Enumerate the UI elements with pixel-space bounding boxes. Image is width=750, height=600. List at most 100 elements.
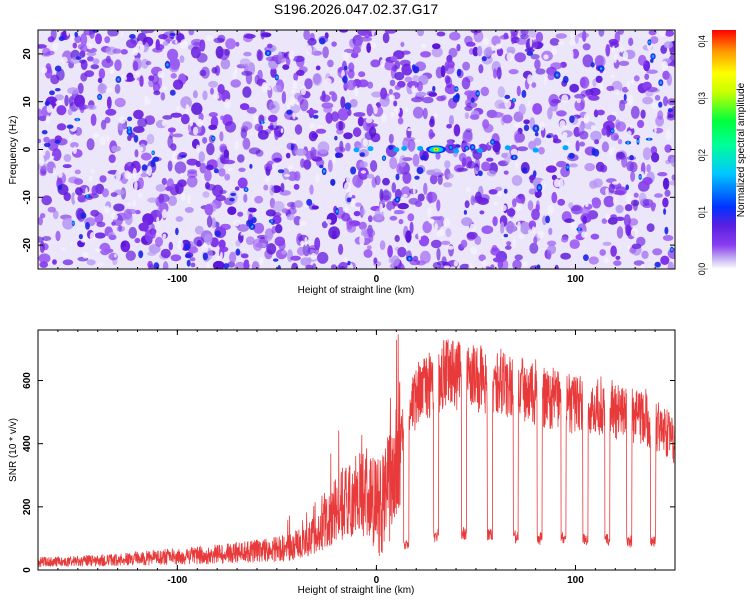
heatmap-cell [446, 139, 453, 145]
heatmap-cell [543, 54, 549, 60]
x-tick-label: 100 [567, 575, 584, 586]
heatmap-cell [229, 251, 237, 264]
heatmap-cell [579, 130, 589, 140]
heatmap-cell [662, 235, 674, 241]
heatmap-cell [160, 248, 171, 259]
heatmap-cell [640, 109, 646, 119]
heatmap-cell [202, 191, 210, 198]
heatmap-cell [501, 152, 508, 159]
heatmap-cell [367, 146, 374, 152]
heatmap-cell [617, 139, 623, 145]
heatmap-cell [128, 130, 131, 134]
heatmap-cell [268, 100, 280, 114]
heatmap-cell [230, 79, 241, 88]
heatmap-cell [420, 51, 432, 58]
heatmap-cell [67, 137, 73, 141]
heatmap-cell [412, 66, 420, 74]
colorbar-tick-label: 0.2 [697, 149, 707, 162]
heatmap-cell [312, 114, 319, 119]
heatmap-cell [386, 201, 396, 211]
heatmap-cell [569, 239, 580, 250]
heatmap-cell [371, 30, 375, 37]
colorbar-tick-label: 0.4 [697, 35, 707, 48]
heatmap-cell [310, 146, 317, 160]
heatmap-cell [633, 192, 639, 198]
heatmap-cell [265, 56, 277, 62]
heatmap-cell [408, 257, 411, 261]
heatmap-cell [558, 178, 564, 189]
heatmap-cell [455, 94, 460, 99]
heatmap-cell [599, 249, 606, 256]
heatmap-cell [420, 155, 427, 161]
heatmap-cell [343, 132, 353, 140]
heatmap-cell [529, 242, 539, 254]
heatmap-cell [455, 144, 461, 148]
y-tick-label: 0 [22, 567, 33, 573]
heatmap-cell [590, 233, 600, 240]
heatmap-cell [478, 254, 486, 262]
heatmap-cell [288, 50, 295, 61]
heatmap-cell [366, 245, 372, 250]
heatmap-cell [551, 191, 558, 204]
heatmap-cell [601, 127, 608, 136]
heatmap-cell [148, 75, 155, 81]
heatmap-cell [605, 44, 611, 57]
heatmap-cell [204, 203, 214, 216]
heatmap-cell [642, 96, 653, 105]
heatmap-cell [622, 51, 629, 61]
heatmap-cell [591, 197, 602, 209]
heatmap-cell [582, 215, 587, 225]
heatmap-cell [180, 192, 186, 202]
heatmap-cell [652, 127, 664, 134]
heatmap-cell [596, 55, 606, 68]
heatmap-cell [655, 115, 664, 127]
heatmap-cell [134, 237, 141, 244]
heatmap-cell [367, 81, 374, 89]
heatmap-cell [51, 42, 59, 51]
chart-title: S196.2026.047.02.37.G17 [274, 1, 438, 17]
heatmap-cell [235, 240, 241, 247]
heatmap-cell [80, 72, 88, 82]
heatmap-cell [630, 78, 635, 85]
heatmap-cell [626, 80, 631, 90]
heatmap-cell [234, 140, 239, 150]
heatmap-cell [162, 261, 169, 269]
heatmap-cell [628, 218, 639, 226]
heatmap-cell [547, 107, 553, 120]
heatmap-cell [658, 101, 663, 108]
heatmap-cell [610, 74, 615, 79]
heatmap-cell [436, 31, 446, 37]
heatmap-cell [330, 264, 337, 269]
heatmap-cell [422, 96, 434, 104]
heatmap-cell [290, 255, 301, 261]
heatmap-cell [82, 251, 89, 259]
heatmap-cell [331, 111, 339, 122]
heatmap-cell [292, 112, 296, 120]
heatmap-cell [132, 60, 139, 72]
heatmap-cell [38, 216, 43, 226]
heatmap-cell [427, 207, 432, 217]
heatmap-cell [629, 154, 634, 161]
heatmap-cell [127, 116, 133, 122]
heatmap-cell [66, 30, 70, 37]
heatmap-cell [315, 158, 325, 167]
heatmap-cell [147, 197, 158, 203]
heatmap-cell [127, 126, 131, 130]
heatmap-cell [380, 87, 388, 100]
heatmap-cell [568, 39, 576, 46]
heatmap-cell [417, 193, 425, 202]
heatmap-cell [652, 248, 663, 256]
heatmap-cell [532, 41, 544, 48]
heatmap-cell [537, 231, 545, 239]
heatmap-cell [180, 39, 188, 50]
heatmap-cell [132, 167, 137, 179]
heatmap-cell [432, 262, 442, 269]
heatmap-cell [74, 35, 82, 44]
heatmap-cell [347, 260, 351, 266]
heatmap-cell [234, 66, 238, 75]
heatmap-cell [461, 217, 473, 227]
heatmap-cell [493, 201, 499, 206]
y-tick-label: 600 [22, 372, 33, 389]
heatmap-cell [496, 47, 504, 57]
heatmap-cell [184, 243, 190, 251]
